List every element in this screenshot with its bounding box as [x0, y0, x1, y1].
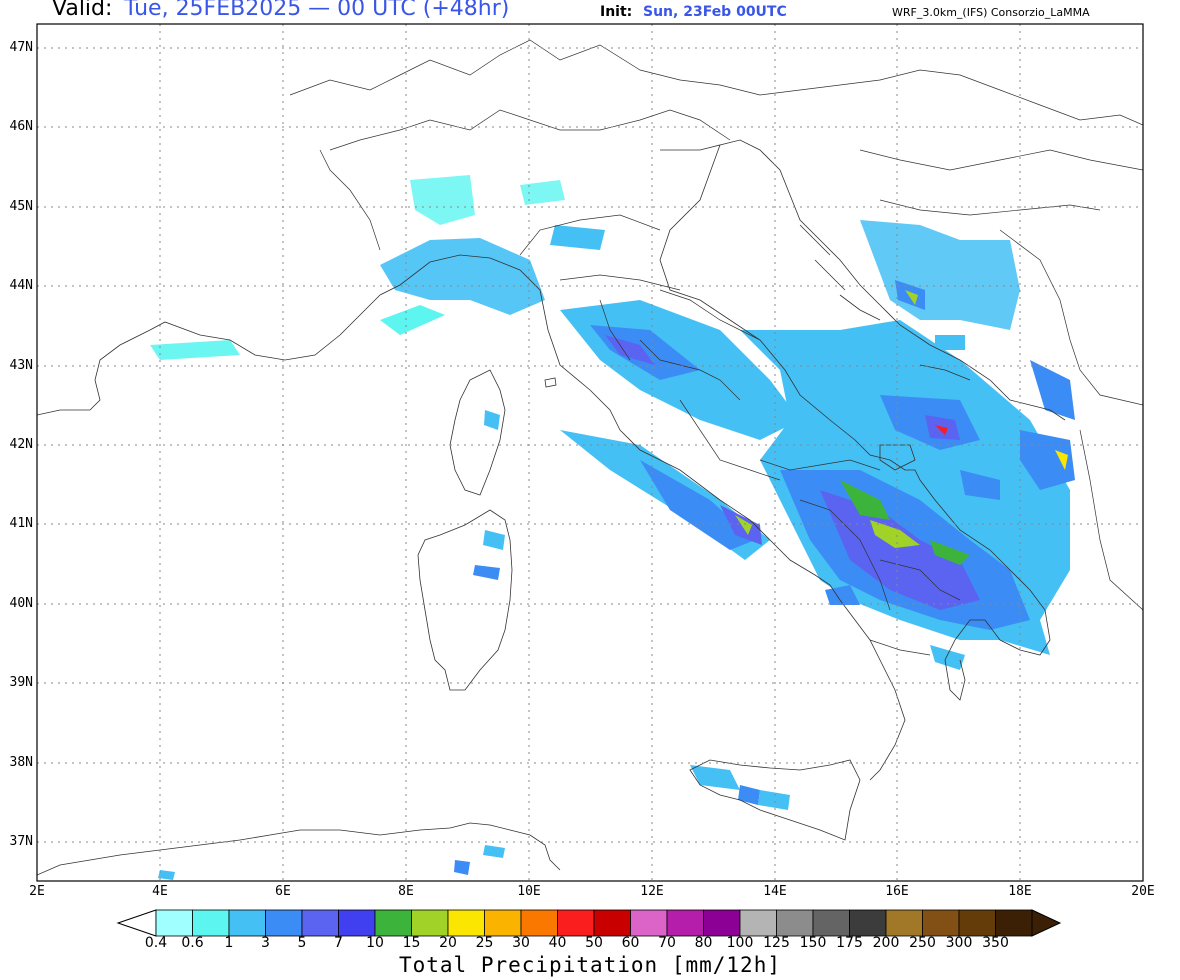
legend-swatch: [265, 909, 303, 937]
legend-value: 7: [334, 935, 343, 951]
legend-value: 20: [439, 935, 457, 951]
legend-value: 175: [836, 935, 863, 951]
lat-label: 46N: [9, 119, 33, 134]
init-time: Sun, 23Feb 00UTC: [643, 4, 787, 20]
legend-value: 0.4: [144, 935, 168, 951]
legend-swatch: [192, 909, 230, 937]
lat-label: 44N: [9, 278, 33, 293]
legend-swatch: [447, 909, 485, 937]
legend-value: 30: [512, 935, 530, 951]
legend-value: 125: [763, 935, 790, 951]
legend-swatch: [374, 909, 412, 937]
lat-label: 41N: [9, 516, 33, 531]
legend-swatch: [922, 909, 960, 937]
legend-value: 5: [297, 935, 307, 951]
lon-label: 4E: [152, 884, 168, 899]
legend-swatch: [557, 909, 595, 937]
legend-value: 250: [909, 935, 936, 951]
lon-label: 10E: [517, 884, 541, 899]
lon-label: 8E: [398, 884, 414, 899]
legend-swatch: [666, 909, 704, 937]
lat-label: 45N: [9, 199, 33, 214]
lat-label: 40N: [9, 596, 33, 611]
lon-label: 6E: [275, 884, 291, 899]
legend-swatch: [411, 909, 449, 937]
legend-swatch: [739, 909, 777, 937]
lon-label: 12E: [640, 884, 664, 899]
lon-label: 20E: [1131, 884, 1155, 899]
legend-swatch: [301, 909, 339, 937]
legend-value: 150: [799, 935, 827, 951]
legend-swatch: [630, 909, 668, 937]
legend-value: 3: [261, 935, 270, 951]
legend-swatch: [958, 909, 996, 937]
country-borders: [289, 39, 1143, 656]
lat-label: 39N: [9, 675, 33, 690]
lat-label: 43N: [9, 358, 33, 373]
legend-value: 50: [585, 935, 603, 951]
lat-label: 42N: [9, 437, 33, 452]
valid-label: Valid:: [52, 0, 113, 21]
precip-area-balkans: [860, 220, 1020, 330]
model-label: WRF_3.0km_(IFS) Consorzio_LaMMA: [892, 6, 1090, 19]
legend-swatch: [155, 909, 193, 937]
legend-value: 40: [548, 935, 567, 951]
lat-label: 38N: [9, 755, 33, 770]
legend-value: 80: [694, 935, 713, 951]
precip-area-liguria: [380, 238, 545, 315]
legend-value: 1: [224, 935, 234, 951]
lat-label: 47N: [9, 40, 33, 55]
legend-swatch: [593, 909, 631, 937]
legend-arrow-high: [1031, 909, 1062, 937]
legend-value: 100: [726, 935, 754, 951]
legend-value: 60: [621, 935, 640, 951]
legend-value: 0.6: [181, 935, 204, 951]
legend-swatch: [338, 909, 376, 937]
init-label: Init:: [600, 4, 633, 20]
lon-label: 2E: [29, 884, 45, 899]
legend-value: 25: [475, 935, 494, 951]
valid-time: Tue, 25FEB2025 — 00 UTC (+48hr): [124, 0, 510, 21]
legend-title: Total Precipitation [mm/12h]: [398, 953, 781, 977]
legend-swatch: [885, 909, 923, 937]
precipitation-field: [150, 175, 1075, 880]
legend-value: 10: [366, 935, 384, 951]
coastlines: [37, 139, 1066, 876]
legend-value: 15: [402, 935, 421, 951]
lat-label: 37N: [9, 834, 33, 849]
legend-value: 300: [945, 935, 973, 951]
map-grid: [37, 24, 1143, 881]
legend-swatch: [849, 909, 887, 937]
legend-swatch: [228, 909, 266, 937]
legend-swatch: [776, 909, 814, 937]
legend-value: 70: [658, 935, 676, 951]
legend-swatch: [995, 909, 1033, 937]
legend-swatch: [484, 909, 522, 937]
map-frame: [36, 23, 1144, 882]
legend-swatch: [703, 909, 741, 937]
lon-label: 14E: [763, 884, 787, 899]
legend-swatch: [520, 909, 558, 937]
legend-value: 350: [982, 935, 1009, 951]
lon-label: 18E: [1008, 884, 1032, 899]
lon-label: 16E: [885, 884, 909, 899]
legend-swatch: [812, 909, 850, 937]
precipitation-map: [36, 23, 1144, 882]
legend-value: 200: [872, 935, 900, 951]
legend-arrow-low: [116, 909, 157, 937]
color-legend: [116, 909, 1062, 937]
